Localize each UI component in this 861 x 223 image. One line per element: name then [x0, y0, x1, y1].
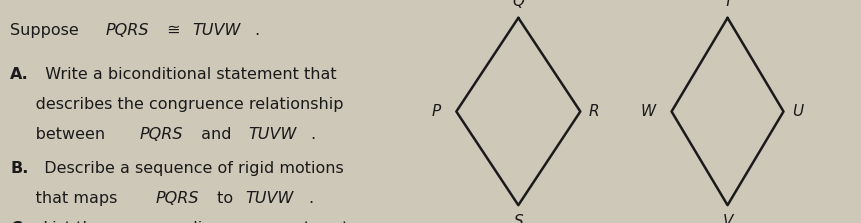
Text: S: S: [513, 214, 523, 223]
Text: P: P: [431, 104, 441, 119]
Text: .: .: [255, 23, 260, 38]
Text: Q: Q: [512, 0, 524, 9]
Text: .: .: [308, 191, 313, 206]
Text: PQRS: PQRS: [156, 191, 199, 206]
Text: that maps: that maps: [10, 191, 123, 206]
Text: PQRS: PQRS: [106, 23, 149, 38]
Text: to: to: [212, 191, 238, 206]
Text: TUVW: TUVW: [192, 23, 240, 38]
Text: Suppose: Suppose: [10, 23, 84, 38]
Text: and: and: [195, 127, 237, 142]
Text: PQRS: PQRS: [139, 127, 183, 142]
Text: W: W: [641, 104, 656, 119]
Text: between: between: [10, 127, 110, 142]
Text: TUVW: TUVW: [245, 191, 294, 206]
Text: U: U: [792, 104, 803, 119]
Text: List the corresponding congruent parts.: List the corresponding congruent parts.: [34, 221, 362, 223]
Text: V: V: [722, 214, 733, 223]
Text: Write a biconditional statement that: Write a biconditional statement that: [34, 67, 336, 82]
Text: Describe a sequence of rigid motions: Describe a sequence of rigid motions: [34, 161, 344, 176]
Text: R: R: [589, 104, 599, 119]
Text: TUVW: TUVW: [248, 127, 296, 142]
Text: T: T: [723, 0, 732, 9]
Text: A.: A.: [10, 67, 29, 82]
Text: .: .: [311, 127, 316, 142]
Text: ≅: ≅: [162, 23, 185, 38]
Text: B.: B.: [10, 161, 28, 176]
Text: C.: C.: [10, 221, 28, 223]
Text: describes the congruence relationship: describes the congruence relationship: [10, 97, 344, 112]
